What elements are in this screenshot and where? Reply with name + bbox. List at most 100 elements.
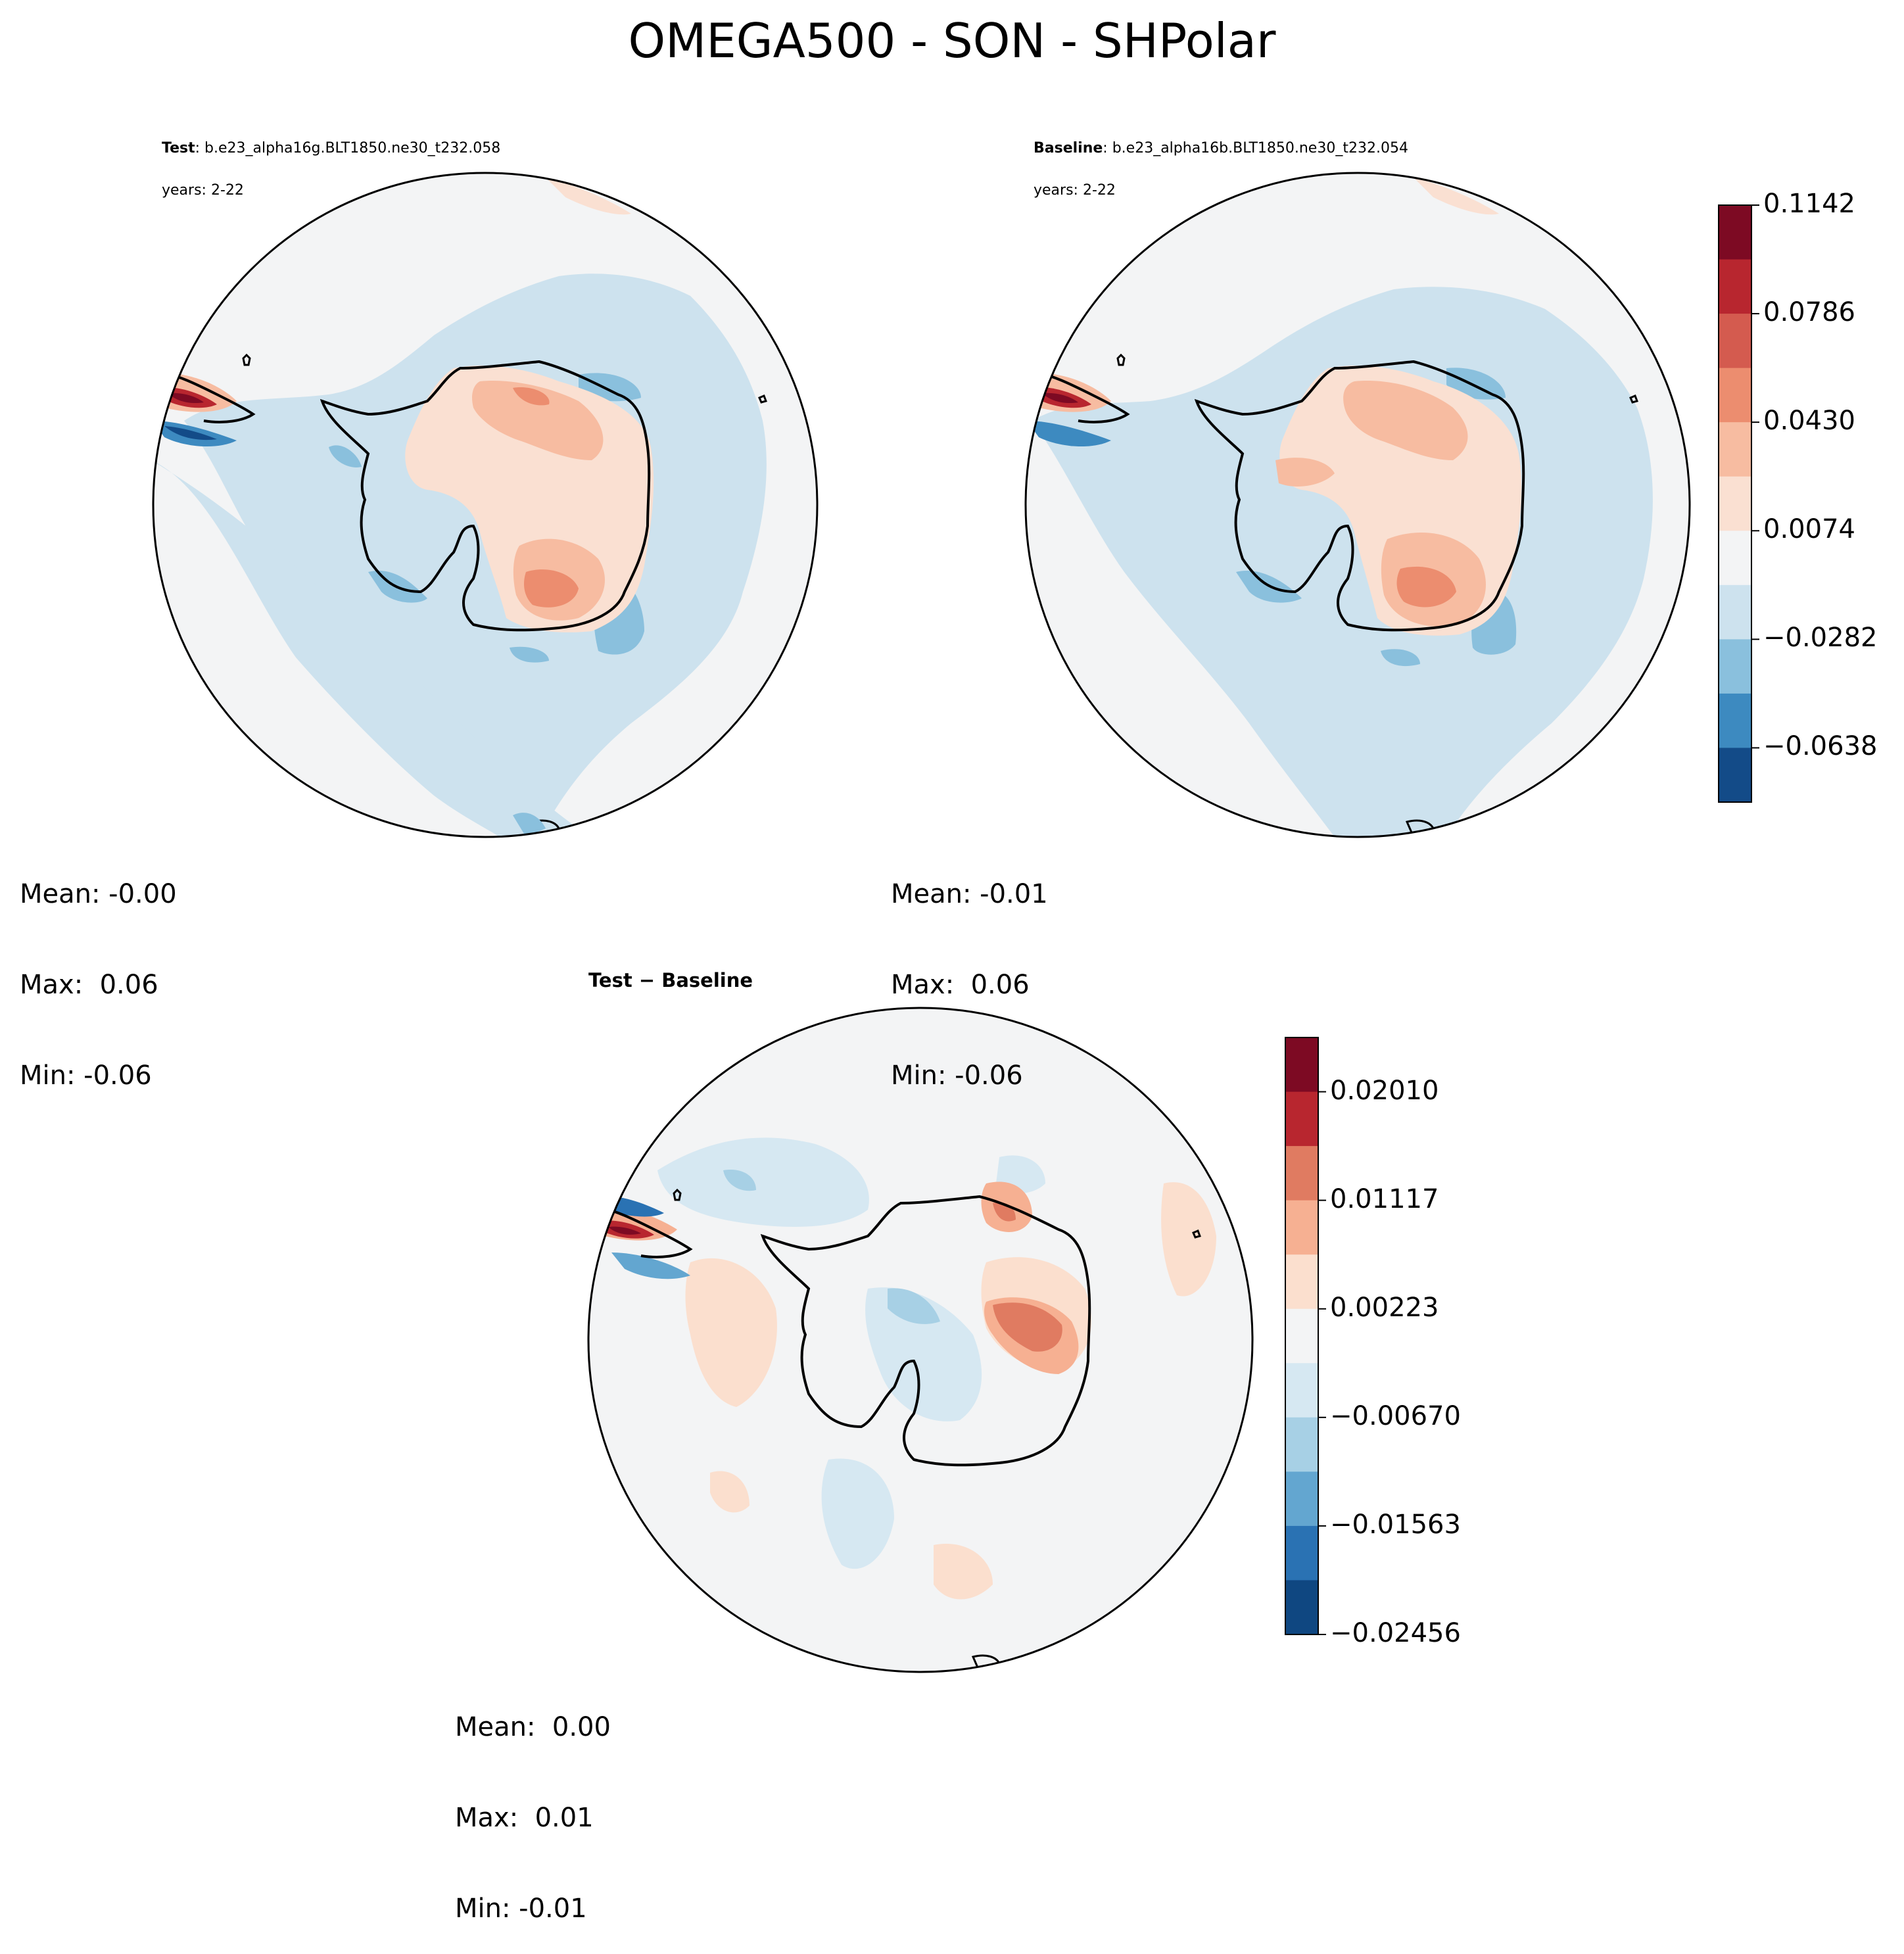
test-contour-dipole-dark-red: [168, 393, 204, 404]
diff-contour-light-red-4: [1161, 1182, 1216, 1297]
test-panel-title: Test: b.e23_alpha16g.BLT1850.ne30_t232.0…: [153, 117, 500, 201]
test-contour-mid-blue-5: [329, 445, 362, 467]
diff-colorbar-segment: [1285, 1525, 1318, 1581]
test-stat-max: Max: 0.06: [20, 970, 158, 1000]
main-colorbar-segment: [1719, 422, 1751, 477]
diff-colorbar-segment: [1285, 1363, 1318, 1418]
main-colorbar-segment: [1719, 584, 1751, 640]
main-colorbar-segment: [1719, 259, 1751, 314]
main-colorbar-segment: [1719, 368, 1751, 423]
test-contour-edge-blue: [513, 813, 546, 837]
main-colorbar-tick-label: 0.1142: [1763, 189, 1855, 219]
diff-colorbar-frame: [1285, 1037, 1319, 1635]
baseline-contour-orange: [1396, 566, 1456, 608]
test-contour-orange: [524, 569, 579, 608]
test-stats: Mean: -0.00 Max: 0.06 Min: -0.06: [20, 819, 177, 1121]
baseline-label: Baseline: [1034, 140, 1103, 156]
diff-stat-mean: Mean: 0.00: [455, 1712, 611, 1742]
diff-contour-mid-blue-1: [888, 1288, 940, 1324]
diff-colorbar-segment: [1285, 1146, 1318, 1201]
main-colorbar-tick-label: 0.0430: [1763, 406, 1855, 437]
main-colorbar-segment: [1719, 531, 1751, 586]
diff-colorbar-segment: [1285, 1471, 1318, 1527]
diff-contour-light-red-6: [710, 1471, 750, 1513]
test-map-boundary: [152, 172, 819, 838]
diff-contour-orange: [993, 1302, 1062, 1352]
diff-colorbar-segment: [1285, 1091, 1318, 1147]
baseline-stat-min: Min: -0.06: [891, 1060, 1023, 1091]
main-colorbar-segment: [1719, 476, 1751, 531]
diff-contour-dipole-dark-red: [608, 1226, 641, 1235]
main-colorbar-tick-label: 0.0786: [1763, 297, 1855, 328]
baseline-contour-salmon: [1343, 381, 1468, 460]
diff-contour-light-red-3: [1177, 1024, 1223, 1080]
main-colorbar-tick-label: −0.0638: [1763, 731, 1878, 762]
diff-colorbar-tick-label: 0.00223: [1330, 1292, 1439, 1323]
diff-map-boundary: [587, 1007, 1254, 1673]
baseline-separator: :: [1103, 140, 1112, 156]
baseline-map-boundary: [1024, 172, 1691, 838]
baseline-panel-title: Baseline: b.e23_alpha16b.BLT1850.ne30_t2…: [1024, 117, 1408, 201]
test-stat-min: Min: -0.06: [20, 1060, 152, 1091]
diff-stats: Mean: 0.00 Max: 0.01 Min: -0.01: [455, 1652, 611, 1954]
test-contour-dipole-dark-blue: [164, 426, 217, 441]
test-contour-edge-red: [546, 178, 631, 215]
diff-antarctica-coastline: [760, 1195, 1091, 1467]
baseline-contour-mid-blue-4: [1381, 649, 1420, 667]
test-contour-salmon: [472, 381, 604, 460]
baseline-stat-mean: Mean: -0.01: [891, 879, 1048, 909]
main-colorbar-tick-label: −0.0282: [1763, 623, 1878, 654]
test-stat-mean: Mean: -0.00: [20, 879, 177, 909]
baseline-map: [1024, 172, 1691, 838]
diff-colorbar-tick-label: 0.01117: [1330, 1183, 1439, 1214]
diff-contour-light-red-5: [934, 1544, 993, 1600]
baseline-stat-max: Max: 0.06: [891, 970, 1030, 1000]
baseline-contour-dipole-blue: [1027, 421, 1111, 447]
diff-colorbar-segment: [1285, 1037, 1318, 1093]
diff-colorbar-tick-label: −0.02456: [1330, 1618, 1461, 1648]
main-colorbar-tick-label: 0.0074: [1763, 514, 1855, 545]
diff-colorbar-segment: [1285, 1580, 1318, 1635]
diff-contour-light-blue-1: [657, 1137, 869, 1227]
diff-colorbar: [1285, 1037, 1326, 1635]
main-colorbar-segment: [1719, 314, 1751, 369]
diff-contour-dipole-mid-blue: [611, 1252, 690, 1279]
diff-stat-max: Max: 0.01: [455, 1803, 594, 1833]
test-peninsula-coastline: [157, 370, 256, 423]
diff-colorbar-segment: [1285, 1200, 1318, 1255]
diff-contour-light-blue-3: [821, 1458, 894, 1569]
test-years: years: 2-22: [162, 182, 244, 199]
main-colorbar-segment: [1719, 693, 1751, 749]
baseline-contour-mid-blue-3: [1446, 368, 1506, 400]
diff-contour-light-red-1: [685, 1258, 777, 1407]
baseline-contour-salmon-3: [1275, 458, 1335, 487]
main-colorbar-segment: [1719, 748, 1751, 803]
baseline-years: years: 2-22: [1034, 182, 1116, 199]
test-case-name: b.e23_alpha16g.BLT1850.ne30_t232.058: [204, 140, 501, 156]
diff-peninsula-coastline: [594, 1205, 693, 1258]
baseline-peninsula-coastline: [1032, 370, 1130, 423]
main-colorbar-frame: [1718, 204, 1752, 803]
test-label: Test: [162, 140, 195, 156]
test-contour-orange-2: [513, 387, 550, 406]
diff-colorbar-tick-label: 0.02010: [1330, 1075, 1439, 1106]
baseline-case-name: b.e23_alpha16b.BLT1850.ne30_t232.054: [1112, 140, 1408, 156]
baseline-antarctica-coastline: [1194, 360, 1525, 632]
diff-colorbar-tick-label: −0.00670: [1330, 1400, 1461, 1431]
figure-title: OMEGA500 - SON - SHPolar: [628, 13, 1276, 68]
diff-colorbar-segment: [1285, 1308, 1318, 1364]
test-contour-mid-blue-4: [510, 646, 549, 663]
diff-colorbar-segment: [1285, 1254, 1318, 1310]
diff-stat-min: Min: -0.01: [455, 1894, 587, 1924]
baseline-contour-dipole-dark-red: [1042, 393, 1078, 404]
main-colorbar: [1718, 204, 1759, 803]
diff-colorbar-segment: [1285, 1417, 1318, 1472]
main-colorbar-segment: [1719, 205, 1751, 260]
baseline-stats: Mean: -0.01 Max: 0.06 Min: -0.06: [891, 819, 1048, 1121]
test-contour-light-blue-2: [153, 460, 592, 837]
test-antarctica-coastline: [320, 360, 651, 632]
baseline-contour-edge-red: [1414, 178, 1499, 215]
test-separator: :: [195, 140, 205, 156]
test-map: [152, 172, 819, 838]
main-colorbar-segment: [1719, 639, 1751, 694]
